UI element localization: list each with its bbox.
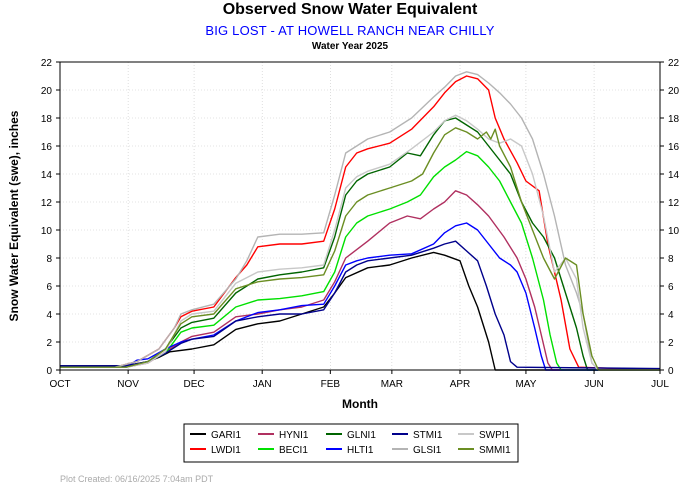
legend-box <box>183 423 519 463</box>
legend-label-stmi1: STMI1 <box>413 430 443 441</box>
y-tick-label-right: 4 <box>668 310 674 321</box>
x-tick-label: JAN <box>253 379 272 390</box>
legend-label-gari1: GARI1 <box>211 430 241 441</box>
y-tick-label-left: 12 <box>41 198 53 209</box>
plot-frame <box>59 61 661 371</box>
series-line-lwdi1 <box>60 75 661 371</box>
legend-label-swpi1: SWPI1 <box>479 430 511 441</box>
y-tick-label-right: 12 <box>668 198 680 209</box>
chart-title: Observed Snow Water Equivalent <box>222 1 478 18</box>
plot-created-footer: Plot Created: 06/16/2025 7:04am PDT <box>60 474 214 484</box>
series-layer <box>60 71 661 371</box>
series-line-smmi1 <box>60 127 660 371</box>
legend-label-glsi1: GLSI1 <box>413 445 442 456</box>
y-tick-label-right: 2 <box>668 338 674 349</box>
legend-label-lwdi1: LWDI1 <box>211 445 241 456</box>
y-tick-label-right: 8 <box>668 254 674 265</box>
y-tick-label-right: 6 <box>668 282 674 293</box>
x-tick-label: APR <box>450 379 471 390</box>
y-tick-label-right: 0 <box>668 366 674 377</box>
y-tick-label-right: 18 <box>668 114 680 125</box>
legend-label-glni1: GLNI1 <box>347 430 376 441</box>
x-tick-label: JUL <box>651 379 669 390</box>
x-tick-label: FEB <box>321 379 341 390</box>
series-line-glni1 <box>60 117 660 371</box>
x-tick-label: DEC <box>184 379 205 390</box>
y-tick-label-left: 2 <box>46 338 52 349</box>
series-line-beci1 <box>60 150 660 371</box>
y-tick-label-left: 16 <box>41 142 53 153</box>
series-line-hyni1 <box>60 190 660 371</box>
x-tick-label: OCT <box>49 379 70 390</box>
x-axis-label: Month <box>342 397 378 411</box>
y-tick-label-right: 22 <box>668 58 680 69</box>
y-axis-label: Snow Water Equivalent (swe), inches <box>7 110 21 321</box>
x-tick-label: NOV <box>117 379 139 390</box>
y-tick-label-left: 18 <box>41 114 53 125</box>
y-tick-label-right: 10 <box>668 226 680 237</box>
series-line-swpi1 <box>60 114 660 371</box>
series-line-stmi1 <box>60 240 661 370</box>
legend-label-beci1: BECI1 <box>279 445 308 456</box>
y-tick-label-left: 22 <box>41 58 53 69</box>
y-tick-label-right: 14 <box>668 170 680 181</box>
legend-label-hyni1: HYNI1 <box>279 430 309 441</box>
y-tick-label-right: 16 <box>668 142 680 153</box>
grid-layer <box>59 61 661 371</box>
y-tick-label-left: 4 <box>46 310 52 321</box>
chart-water-year: Water Year 2025 <box>311 41 389 52</box>
x-tick-label: MAY <box>515 379 536 390</box>
legend-label-hlti1: HLTI1 <box>347 445 374 456</box>
x-tick-label: MAR <box>381 379 403 390</box>
series-line-hlti1 <box>60 222 660 371</box>
plot-background <box>60 62 660 370</box>
y-tick-label-left: 10 <box>41 226 53 237</box>
y-tick-label-right: 20 <box>668 86 680 97</box>
y-tick-label-left: 20 <box>41 86 53 97</box>
x-tick-label: JUN <box>584 379 603 390</box>
chart-subtitle: BIG LOST - AT HOWELL RANCH NEAR CHILLY <box>205 23 495 38</box>
series-line-glsi1 <box>60 71 660 371</box>
legend: GARI1 LWDI1 HYNI1 BECI1 GLNI1 HLTI1 STMI1 GLSI1… <box>183 423 519 463</box>
y-tick-label-left: 0 <box>46 366 52 377</box>
legend-label-smmi1: SMMI1 <box>479 445 511 456</box>
y-tick-label-left: 8 <box>46 254 52 265</box>
y-tick-label-left: 14 <box>41 170 53 181</box>
y-tick-label-left: 6 <box>46 282 52 293</box>
